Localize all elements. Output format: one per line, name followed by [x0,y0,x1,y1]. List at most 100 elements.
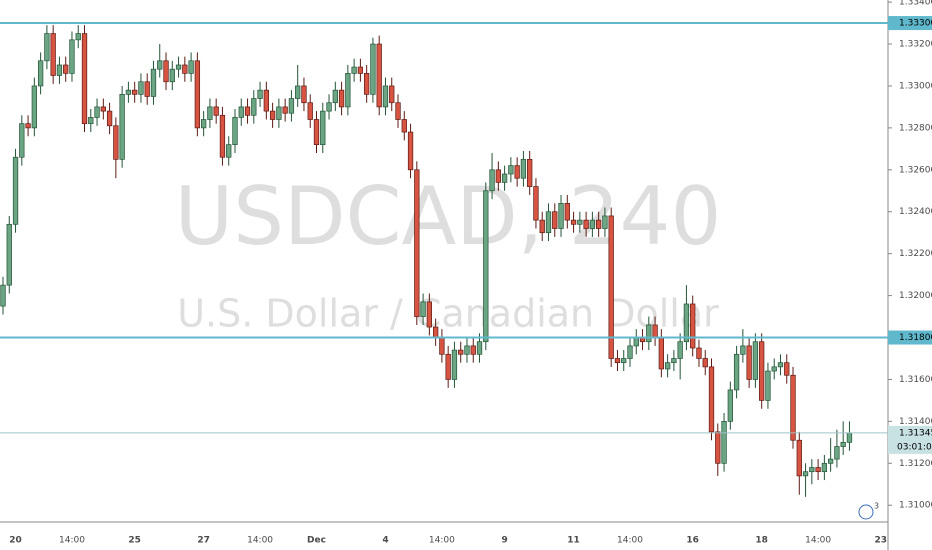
y-tick-label: 1.33000 [899,81,932,91]
candle-body [12,156,19,225]
candle-body [715,431,721,464]
candle-body [765,370,771,401]
candle-body [188,60,194,74]
candle-body [608,215,614,359]
candle-body [338,89,345,108]
y-tick-label: 1.31000 [899,501,932,511]
candle-body [63,64,69,74]
candle-body [677,341,683,359]
candle-body [802,471,809,477]
x-tick-label: 14:00 [59,536,85,546]
countdown: 03:01:06 [897,442,932,452]
candle-body [19,123,25,158]
candle-body [213,106,219,116]
x-tick-label: 27 [197,536,210,546]
watermark-title: USDCAD, 240 [175,170,722,263]
candle-body [489,169,495,192]
candle-body [483,190,489,343]
candle-body [200,119,207,129]
badge[interactable]: 3 [874,502,879,511]
y-tick-label: 1.31400 [899,417,932,427]
candle-body [708,366,715,433]
candle-body [621,358,627,364]
candle-body [583,219,589,229]
candle-body [646,324,652,343]
candle-body [752,341,759,380]
last-price-label: 1.31345 [899,428,932,438]
y-tick-label: 1.32600 [899,165,932,175]
candle-body [307,102,313,120]
candle-body [106,110,113,127]
candle-body [476,341,483,355]
candle-body [395,102,401,120]
candle-body [320,110,326,146]
candle-body [533,186,539,221]
candle-body [69,39,75,74]
candle-body [345,73,351,108]
candle-body [276,106,282,120]
candle-body [690,303,696,349]
x-tick-label: 23 [875,536,888,546]
level-label: 1.33300 [899,19,932,29]
candle-body [301,85,307,104]
candle-body [777,362,784,368]
x-tick-label: 20 [9,536,22,546]
candle-body [81,33,88,125]
candle-body [727,389,733,422]
candle-body [144,81,150,97]
candle-body [263,89,269,112]
candle-body [846,432,853,443]
x-tick-label: 14:00 [617,536,643,546]
candle-body [840,441,846,447]
candle-body [784,362,790,376]
candle-body [169,68,175,83]
candle-body [671,358,677,364]
candle-body [37,60,44,87]
candle-body [771,366,777,372]
candle-body [683,303,690,343]
candle-body [470,345,476,355]
candle-body [44,33,50,62]
candle-body [88,117,94,125]
candle-body [664,362,671,370]
candle-body [464,345,470,355]
candle-body [94,106,100,118]
candle-body [232,117,238,146]
level-label-box [888,330,932,345]
y-tick-label: 1.32200 [899,249,932,259]
candle-body [702,358,708,368]
y-tick-label: 1.33400 [899,0,932,8]
candle-body [251,98,257,116]
candle-body [125,89,132,95]
candle-body [313,119,320,146]
watermark-subtitle: U.S. Dollar / Canadian Dollar [177,292,719,336]
candle-body [451,349,458,380]
candle-body [119,93,125,160]
candle-body [370,43,376,95]
candle-body [439,337,445,355]
candle-body [733,353,740,391]
candle-body [25,123,31,129]
candle-body [269,110,276,120]
candle-body [138,81,144,95]
candle-body [627,345,633,359]
candle-body [382,85,389,108]
alert-icon[interactable] [858,504,874,520]
x-tick-label: 11 [567,536,580,546]
candle-body [376,43,382,108]
candle-body [194,60,201,129]
x-tick-label: 14:00 [805,536,831,546]
y-tick-label: 1.32000 [899,291,932,301]
candle-body [357,66,364,74]
x-tick-label: 18 [755,536,768,546]
candle-body [326,102,332,112]
candle-body [570,219,577,225]
candle-body [31,85,37,129]
x-tick-label: 14:00 [429,536,455,546]
y-tick-label: 1.32400 [899,207,932,217]
candle-body [175,64,182,70]
candle-body [389,85,395,104]
candle-body [721,421,727,464]
candle-body [495,169,501,183]
